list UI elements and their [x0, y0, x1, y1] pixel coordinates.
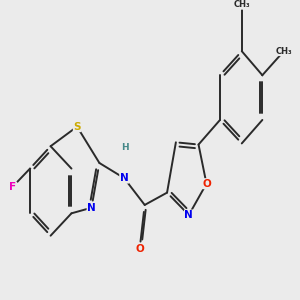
Text: N: N — [184, 210, 193, 220]
Text: F: F — [9, 182, 16, 192]
Text: O: O — [135, 244, 144, 254]
Text: CH₃: CH₃ — [233, 0, 250, 9]
Text: N: N — [120, 173, 128, 183]
Text: N: N — [87, 203, 96, 213]
Text: S: S — [73, 122, 81, 132]
Text: CH₃: CH₃ — [275, 47, 292, 56]
Text: O: O — [202, 179, 211, 189]
Text: H: H — [121, 143, 129, 152]
